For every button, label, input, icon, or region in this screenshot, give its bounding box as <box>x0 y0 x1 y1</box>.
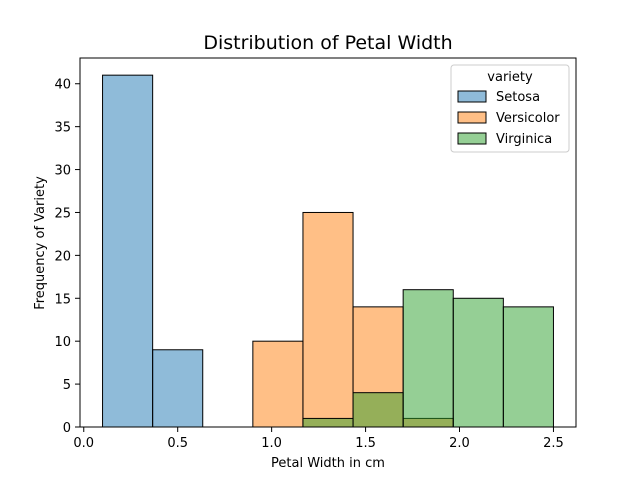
bar-virginica-4 <box>302 417 354 428</box>
legend-swatch-virginica <box>457 132 487 145</box>
bar-setosa-1 <box>152 349 204 428</box>
bar-virginica-5 <box>352 392 404 428</box>
x-tick-label: 1.5 <box>355 436 376 451</box>
legend: variety Setosa Versicolor Virginica <box>450 64 570 153</box>
y-tick-label: 10 <box>54 335 71 350</box>
y-tick-label: 25 <box>54 206 71 221</box>
x-tick-label: 2.5 <box>543 436 564 451</box>
bar-versicolor-4 <box>302 211 354 428</box>
legend-title: variety <box>487 70 533 85</box>
legend-swatch-versicolor <box>457 111 487 124</box>
y-tick-label: 0 <box>63 421 71 436</box>
bar-versicolor-3 <box>252 340 304 428</box>
x-tick-label: 1.0 <box>261 436 282 451</box>
bars-layer <box>102 74 554 428</box>
axes-layer: 0.0 0.5 1.0 1.5 2.0 2.5 0 5 10 15 20 25 30 35 40 <box>54 57 577 451</box>
y-tick-label: 15 <box>54 292 71 307</box>
legend-swatch-setosa <box>457 90 487 103</box>
legend-label-versicolor: Versicolor <box>496 111 560 126</box>
y-tick-label: 30 <box>54 164 71 179</box>
bar-virginica-6 <box>402 289 454 428</box>
bar-virginica-7 <box>452 297 504 428</box>
legend-box <box>450 64 570 153</box>
legend-label-setosa: Setosa <box>496 90 540 105</box>
bar-setosa-0 <box>102 74 154 428</box>
x-tick-label: 2.0 <box>449 436 470 451</box>
y-axis-label: Frequency of Variety <box>33 176 48 310</box>
chart-title: Distribution of Petal Width <box>203 32 452 54</box>
y-tick-label: 5 <box>63 378 71 393</box>
x-tick-label: 0.5 <box>167 436 188 451</box>
bar-virginica-8 <box>502 306 554 428</box>
plot-frame <box>79 57 577 428</box>
legend-label-virginica: Virginica <box>496 132 552 147</box>
y-tick-label: 35 <box>54 121 71 136</box>
y-tick-label: 40 <box>54 78 71 93</box>
x-tick-label: 0.0 <box>73 436 94 451</box>
x-axis-label: Petal Width in cm <box>271 456 385 471</box>
y-tick-label: 20 <box>54 249 71 264</box>
